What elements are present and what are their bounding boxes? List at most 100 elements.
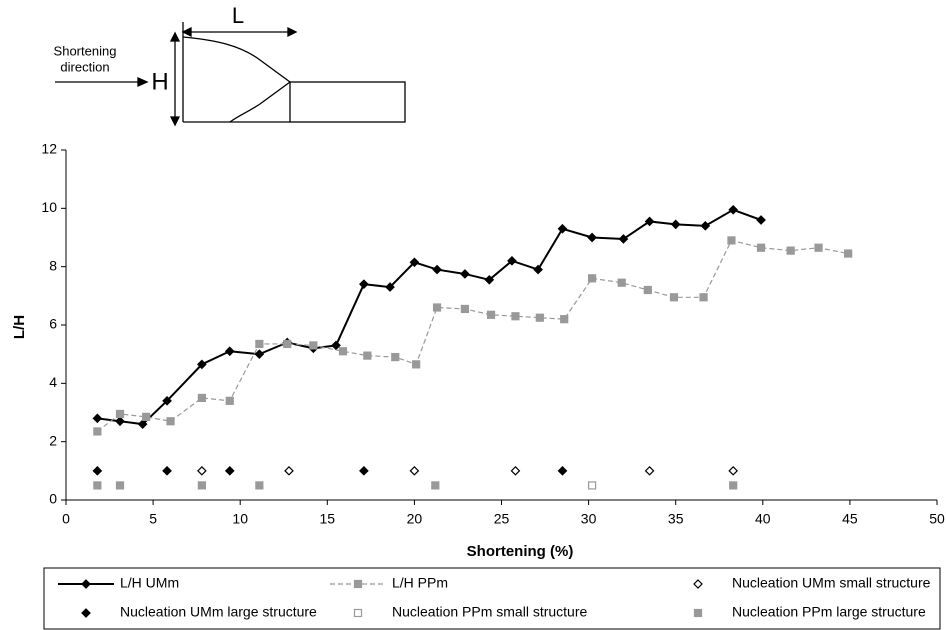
data-point — [589, 482, 596, 489]
data-point — [256, 482, 263, 489]
data-point — [461, 270, 469, 278]
data-point — [413, 361, 420, 368]
data-point — [339, 348, 346, 355]
data-point — [512, 313, 519, 320]
y-tick-label: 8 — [49, 257, 57, 273]
data-point — [93, 414, 101, 422]
data-point — [488, 311, 495, 318]
x-tick-label: 45 — [842, 511, 858, 527]
data-point — [116, 417, 124, 425]
data-point — [618, 279, 625, 286]
data-point — [256, 340, 263, 347]
data-point — [285, 467, 293, 475]
series-line — [97, 210, 761, 424]
data-point — [729, 206, 737, 214]
x-tick-label: 15 — [320, 511, 336, 527]
y-tick-label: 10 — [41, 199, 57, 215]
y-tick-label: 0 — [49, 491, 57, 507]
data-point — [310, 342, 317, 349]
y-tick-label: 6 — [49, 316, 57, 332]
arrow-label: direction — [60, 59, 109, 74]
data-point — [589, 275, 596, 282]
data-point — [729, 467, 737, 475]
data-point — [226, 467, 234, 475]
arrow-head — [288, 28, 296, 36]
legend-marker — [695, 610, 702, 617]
data-point — [392, 354, 399, 361]
data-point — [730, 482, 737, 489]
data-point — [845, 250, 852, 257]
legend-label: Nucleation UMm large structure — [120, 604, 317, 620]
data-point — [226, 347, 234, 355]
data-point — [758, 244, 765, 251]
data-point — [787, 247, 794, 254]
height-label: H — [151, 68, 168, 95]
data-point — [670, 294, 677, 301]
arrow-head — [138, 78, 147, 86]
data-point — [167, 418, 174, 425]
legend-label: Nucleation PPm large structure — [732, 604, 926, 620]
data-point — [360, 280, 368, 288]
data-point — [198, 467, 206, 475]
data-point — [700, 294, 707, 301]
x-tick-label: 20 — [407, 511, 423, 527]
x-tick-label: 50 — [929, 511, 945, 527]
data-point — [558, 467, 566, 475]
data-point — [461, 305, 468, 312]
data-point — [163, 467, 171, 475]
data-point — [433, 266, 441, 274]
x-tick-label: 25 — [494, 511, 510, 527]
arrow-head — [171, 33, 179, 41]
data-point — [198, 394, 205, 401]
x-axis-title: Shortening (%) — [467, 543, 574, 560]
arrow-label: Shortening — [54, 43, 117, 58]
data-point — [332, 341, 340, 349]
data-point — [701, 222, 709, 230]
data-point — [672, 220, 680, 228]
data-point — [757, 216, 765, 224]
foreland — [290, 82, 405, 122]
arrow-head — [171, 117, 179, 125]
data-point — [511, 467, 519, 475]
x-tick-label: 35 — [668, 511, 684, 527]
data-point — [198, 482, 205, 489]
legend-marker — [694, 580, 702, 588]
y-tick-label: 2 — [49, 432, 57, 448]
legend-marker — [82, 580, 90, 588]
legend-label: Nucleation UMm small structure — [732, 575, 931, 591]
data-point — [226, 397, 233, 404]
data-point — [117, 482, 124, 489]
data-point — [255, 350, 263, 358]
x-tick-label: 5 — [149, 511, 157, 527]
y-axis-title: L/H — [11, 315, 28, 339]
legend-marker — [82, 609, 90, 617]
data-point — [364, 352, 371, 359]
y-tick-label: 4 — [49, 374, 57, 390]
data-point — [94, 482, 101, 489]
wedge-outline — [183, 37, 290, 122]
data-point — [117, 410, 124, 417]
data-point — [644, 287, 651, 294]
legend-label: L/H UMm — [120, 575, 179, 591]
x-tick-label: 0 — [62, 511, 70, 527]
legend-label: Nucleation PPm small structure — [392, 604, 588, 620]
data-point — [410, 467, 418, 475]
data-point — [432, 482, 439, 489]
legend-marker — [355, 581, 362, 588]
data-point — [561, 316, 568, 323]
x-tick-label: 10 — [232, 511, 248, 527]
legend-marker — [355, 610, 362, 617]
figure: Shortening direction H L Shortening (%) … — [0, 0, 946, 630]
data-point — [143, 413, 150, 420]
series-line — [97, 240, 848, 431]
x-tick-label: 30 — [581, 511, 597, 527]
data-point — [94, 428, 101, 435]
arrow-head — [183, 28, 191, 36]
length-label: L — [232, 3, 244, 28]
data-point — [284, 340, 291, 347]
data-point — [588, 234, 596, 242]
y-tick-label: 12 — [41, 141, 57, 157]
data-point — [360, 467, 368, 475]
data-point — [536, 314, 543, 321]
legend-label: L/H PPm — [392, 575, 448, 591]
